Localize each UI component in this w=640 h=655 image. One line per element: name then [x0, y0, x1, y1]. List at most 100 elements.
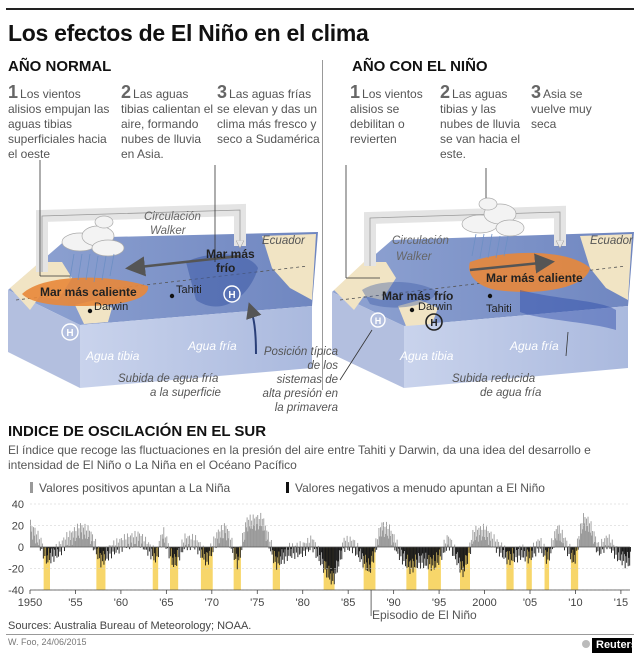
soi-bar: [531, 547, 533, 551]
soi-bar: [612, 547, 614, 551]
soi-bar: [583, 513, 584, 547]
soi-bar: [134, 530, 136, 547]
soi-bar: [355, 547, 356, 556]
soi-bar: [140, 535, 142, 547]
soi-bar: [435, 547, 437, 568]
soi-bar: [73, 527, 75, 547]
soi-bar: [408, 547, 410, 562]
ocean-side-left: [8, 290, 80, 388]
soi-bar: [424, 547, 426, 566]
soi-bar: [541, 547, 543, 554]
soi-bar: [100, 547, 102, 568]
soi-bar: [580, 523, 581, 547]
page-title: Los efectos de El Niño en el clima: [8, 20, 369, 46]
soi-bar: [594, 541, 596, 547]
soi-bar: [264, 530, 265, 547]
soi-bar: [623, 547, 625, 561]
soi-bar: [266, 530, 268, 547]
darwin-dot: [87, 308, 93, 314]
soi-bar: [296, 542, 298, 547]
soi-bar: [346, 535, 348, 547]
soi-bar: [111, 545, 113, 547]
soi-bar: [37, 530, 39, 547]
soi-bar: [254, 518, 256, 547]
soi-bar: [136, 536, 137, 547]
soi-bar: [55, 547, 56, 556]
soi-bar: [422, 547, 424, 554]
normal-step-1: 1 Los vientos alisios empujan las aguas t…: [8, 83, 116, 162]
hot-water: [22, 277, 149, 306]
soi-bar: [35, 543, 37, 547]
soi-bar: [174, 547, 176, 566]
soi-bar: [61, 547, 62, 556]
normal-step-3: 3 Las aguas frías se elevan y das un clim…: [217, 82, 321, 147]
soi-bar: [72, 531, 74, 547]
soi-bar: [58, 547, 59, 557]
soi-bar: [261, 518, 263, 547]
soi-bar: [366, 547, 368, 563]
soi-bar: [573, 547, 575, 555]
leader-upwelling: [565, 331, 569, 357]
soi-bar: [232, 547, 234, 553]
soi-bar: [401, 547, 403, 550]
soi-bar: [326, 547, 328, 578]
soi-bar: [407, 547, 409, 555]
soi-bar: [58, 541, 60, 547]
soi-bar: [230, 539, 231, 547]
soi-bar: [521, 547, 523, 558]
soi-bar: [620, 547, 622, 561]
soi-bar: [508, 547, 509, 560]
soi-bar: [610, 542, 612, 547]
episode-label: Episodio de El Niño: [372, 608, 477, 622]
high-pressure-west: H: [370, 312, 386, 328]
soi-bar: [445, 547, 447, 551]
el-nino-episode-band: [96, 547, 106, 590]
soi-bar: [280, 547, 282, 564]
upwelling-label-line1: Subida de agua fría: [118, 373, 218, 385]
soi-bar: [554, 531, 556, 547]
el-nino-episode-band: [526, 547, 532, 590]
el-nino-episode-band: [460, 547, 470, 590]
step-number: 3: [217, 82, 228, 102]
soi-bar: [370, 547, 372, 556]
soi-bar: [420, 547, 422, 556]
cold-water: [362, 281, 438, 308]
soi-bar: [51, 547, 53, 557]
soi-bar: [337, 547, 339, 562]
soi-bar: [82, 539, 84, 547]
soi-bar: [539, 547, 541, 549]
deep-cold-water: [520, 290, 616, 330]
soi-bar: [453, 547, 455, 556]
soi-bar: [536, 541, 537, 547]
soi-bar: [39, 547, 41, 551]
soi-bar: [331, 547, 333, 571]
soi-bar: [146, 543, 148, 547]
soi-bar: [540, 538, 542, 547]
soi-bar: [112, 547, 114, 552]
soi-bar: [51, 547, 53, 549]
soi-bar: [314, 542, 316, 547]
soi-bar: [258, 519, 260, 547]
soi-bar: [108, 547, 109, 561]
soi-bar: [476, 529, 478, 547]
soi-bar: [198, 542, 200, 547]
soi-bar: [421, 547, 423, 563]
soi-bar: [248, 519, 250, 547]
soi-bar: [89, 544, 91, 547]
soi-bar: [69, 530, 71, 547]
soi-bar: [418, 547, 420, 563]
soi-bar: [87, 525, 89, 547]
soi-bar: [117, 542, 119, 547]
soi-bar: [182, 547, 184, 553]
soi-bar: [317, 547, 319, 557]
soi-bar: [448, 547, 450, 551]
x-tick-label: '60: [114, 597, 128, 609]
soi-bar: [420, 547, 422, 569]
soi-bar: [359, 547, 361, 562]
soi-bar: [380, 527, 381, 547]
soi-bar: [497, 547, 499, 549]
soi-bar: [163, 527, 165, 547]
soi-bar: [459, 547, 461, 573]
soi-bar: [591, 535, 593, 547]
x-tick-label: '05: [523, 597, 537, 609]
